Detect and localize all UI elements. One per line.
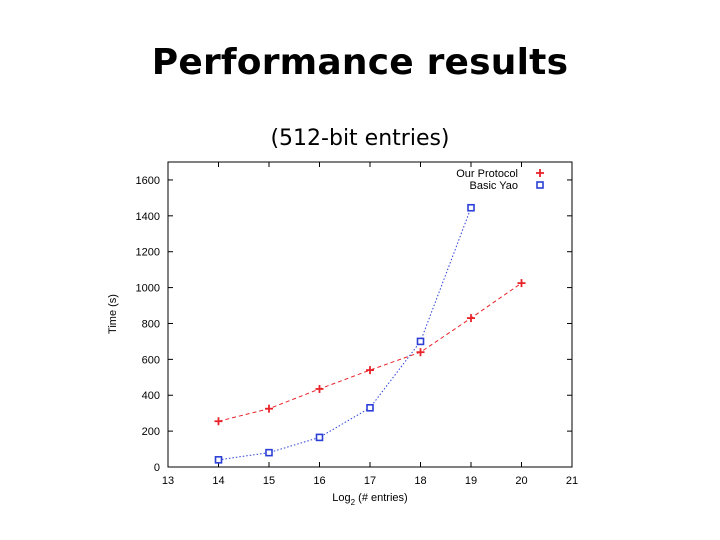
- x-axis-label-rest: (# entries): [355, 492, 408, 504]
- data-point: [265, 448, 273, 457]
- series-line: [218, 207, 472, 461]
- axis-ticks: 13 14 15 16 17 18 19 20 21 0 200 400 600 800 1000 1200 1…: [136, 162, 578, 487]
- data-point: [366, 403, 374, 412]
- slide-subtitle: (512-bit entries): [270, 126, 450, 151]
- x-axis-label: Log2 (# entries): [332, 492, 407, 507]
- data-point: [214, 456, 223, 464]
- x-tick-label: 14: [212, 475, 224, 487]
- x-tick-label: 21: [566, 475, 578, 487]
- x-tick-label: 19: [465, 475, 477, 487]
- legend-marker: [536, 169, 544, 177]
- x-axis-label-subscript: 2: [351, 498, 356, 507]
- legend-label: Basic Yao: [469, 180, 518, 192]
- x-tick-label: 13: [162, 475, 174, 487]
- plot-frame: [167, 161, 573, 468]
- x-tick-label: 16: [313, 475, 325, 487]
- y-tick-label: 1600: [136, 175, 160, 187]
- x-tick-label: 17: [364, 475, 376, 487]
- x-tick-label: 15: [263, 475, 275, 487]
- x-axis-label-main: Log: [332, 492, 350, 504]
- legend-marker: [536, 181, 544, 189]
- legend-label: Our Protocol: [456, 168, 518, 180]
- series-layer: [214, 203, 526, 464]
- series-0: [214, 279, 526, 426]
- data-point: [214, 417, 223, 426]
- data-point: [416, 337, 425, 346]
- y-tick-label: 800: [142, 318, 160, 330]
- series-line: [218, 282, 522, 422]
- data-point: [517, 279, 526, 288]
- x-tick-label: 20: [515, 475, 527, 487]
- y-tick-label: 1200: [136, 247, 160, 259]
- data-point: [416, 348, 425, 357]
- y-tick-label: 1000: [136, 283, 160, 295]
- data-point: [467, 314, 475, 323]
- data-point: [366, 366, 374, 375]
- x-tick-label: 18: [414, 475, 426, 487]
- y-tick-label: 400: [142, 390, 160, 402]
- y-axis-label: Time (s): [107, 294, 119, 334]
- series-1: [214, 203, 475, 464]
- y-tick-label: 600: [142, 354, 160, 366]
- data-point: [315, 433, 324, 442]
- y-tick-label: 200: [142, 426, 160, 438]
- data-point: [315, 384, 324, 393]
- data-point: [467, 203, 475, 212]
- y-tick-label: 1400: [136, 211, 160, 223]
- data-point: [265, 404, 273, 413]
- y-tick-label: 0: [154, 462, 160, 474]
- slide-title: Performance results: [151, 42, 569, 83]
